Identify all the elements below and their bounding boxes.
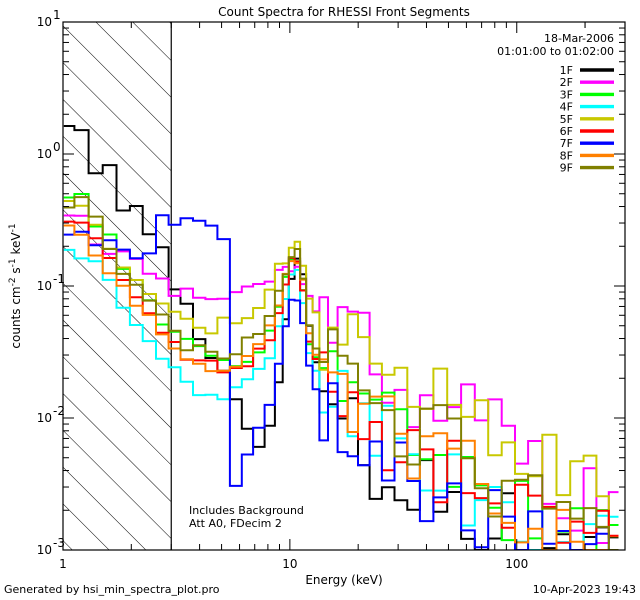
svg-text:-2: -2 xyxy=(53,404,65,418)
y-axis-label-mid1: s xyxy=(9,267,23,277)
footer-generated-by: Generated by hsi_min_spectra_plot.pro xyxy=(4,583,220,596)
legend-item-4f[interactable]: 4F xyxy=(560,101,614,114)
observation-time-range: 01:01:00 to 01:02:00 xyxy=(497,45,614,58)
y-tick-label: 10 -1 xyxy=(37,272,65,293)
y-axis-label: counts cm-2 s-1 keV-1 xyxy=(8,223,23,348)
legend-item-3f[interactable]: 3F xyxy=(560,88,614,101)
spectrum-line-9f xyxy=(63,196,619,550)
y-tick-label: 10 -3 xyxy=(37,536,65,557)
x-tick-label: 1 xyxy=(59,557,67,571)
footer-generated-on: 10-Apr-2023 19:43 xyxy=(533,583,636,596)
svg-text:10: 10 xyxy=(37,411,52,425)
y-axis-label-exp2: -1 xyxy=(8,258,18,267)
svg-text:-1: -1 xyxy=(53,272,65,286)
svg-text:10: 10 xyxy=(37,147,52,161)
legend-label-3f: 3F xyxy=(560,88,573,101)
legend-item-5f[interactable]: 5F xyxy=(560,113,614,126)
svg-text:0: 0 xyxy=(53,140,61,154)
legend-label-6f: 6F xyxy=(560,125,573,138)
svg-text:10: 10 xyxy=(37,543,52,557)
legend-label-1f: 1F xyxy=(560,64,573,77)
svg-text:1: 1 xyxy=(53,8,61,22)
spectrum-line-8f xyxy=(63,224,619,550)
legend-item-8f[interactable]: 8F xyxy=(560,149,614,162)
legend-label-5f: 5F xyxy=(560,113,573,126)
y-axis-label-base: counts cm xyxy=(9,286,23,348)
legend-item-1f[interactable]: 1F xyxy=(560,64,614,77)
y-tick-label: 10 -2 xyxy=(37,404,65,425)
annotation-attenuator-state: Att A0, FDecim 2 xyxy=(189,517,282,530)
annotation-includes-background: Includes Background xyxy=(189,504,304,517)
svg-text:10: 10 xyxy=(37,15,52,29)
y-axis-label-mid2: keV xyxy=(9,232,23,259)
y-axis-label-exp3: -1 xyxy=(8,223,18,232)
x-tick-label: 100 xyxy=(505,557,528,571)
svg-text:10: 10 xyxy=(37,279,52,293)
y-axis-label-exp1: -2 xyxy=(8,277,18,286)
axis-ticks xyxy=(62,21,626,551)
legend-label-9f: 9F xyxy=(560,162,573,175)
legend-label-8f: 8F xyxy=(560,149,573,162)
legend-item-9f[interactable]: 9F xyxy=(560,162,614,175)
legend-label-7f: 7F xyxy=(560,137,573,150)
legend-label-2f: 2F xyxy=(560,76,573,89)
legend-item-6f[interactable]: 6F xyxy=(560,125,614,138)
legend-label-4f: 4F xyxy=(560,101,573,114)
y-tick-label: 10 0 xyxy=(37,140,61,161)
spectrum-line-2f xyxy=(63,214,619,544)
x-axis-label: Energy (keV) xyxy=(305,573,382,587)
svg-text:counts cm-2 s-1 keV-1: counts cm-2 s-1 keV-1 xyxy=(8,223,23,348)
chart-title: Count Spectra for RHESSI Front Segments xyxy=(218,5,470,19)
spectrum-line-5f xyxy=(63,200,619,538)
legend-item-7f[interactable]: 7F xyxy=(560,137,614,150)
observation-date: 18-Mar-2006 xyxy=(544,32,614,45)
x-axis-tick-labels: 1 10 100 xyxy=(59,557,528,571)
y-tick-label: 10 1 xyxy=(37,8,61,29)
legend-item-2f[interactable]: 2F xyxy=(560,76,614,89)
svg-text:-3: -3 xyxy=(53,536,65,550)
spectra-series-layer xyxy=(63,125,619,550)
x-tick-label: 10 xyxy=(282,557,297,571)
